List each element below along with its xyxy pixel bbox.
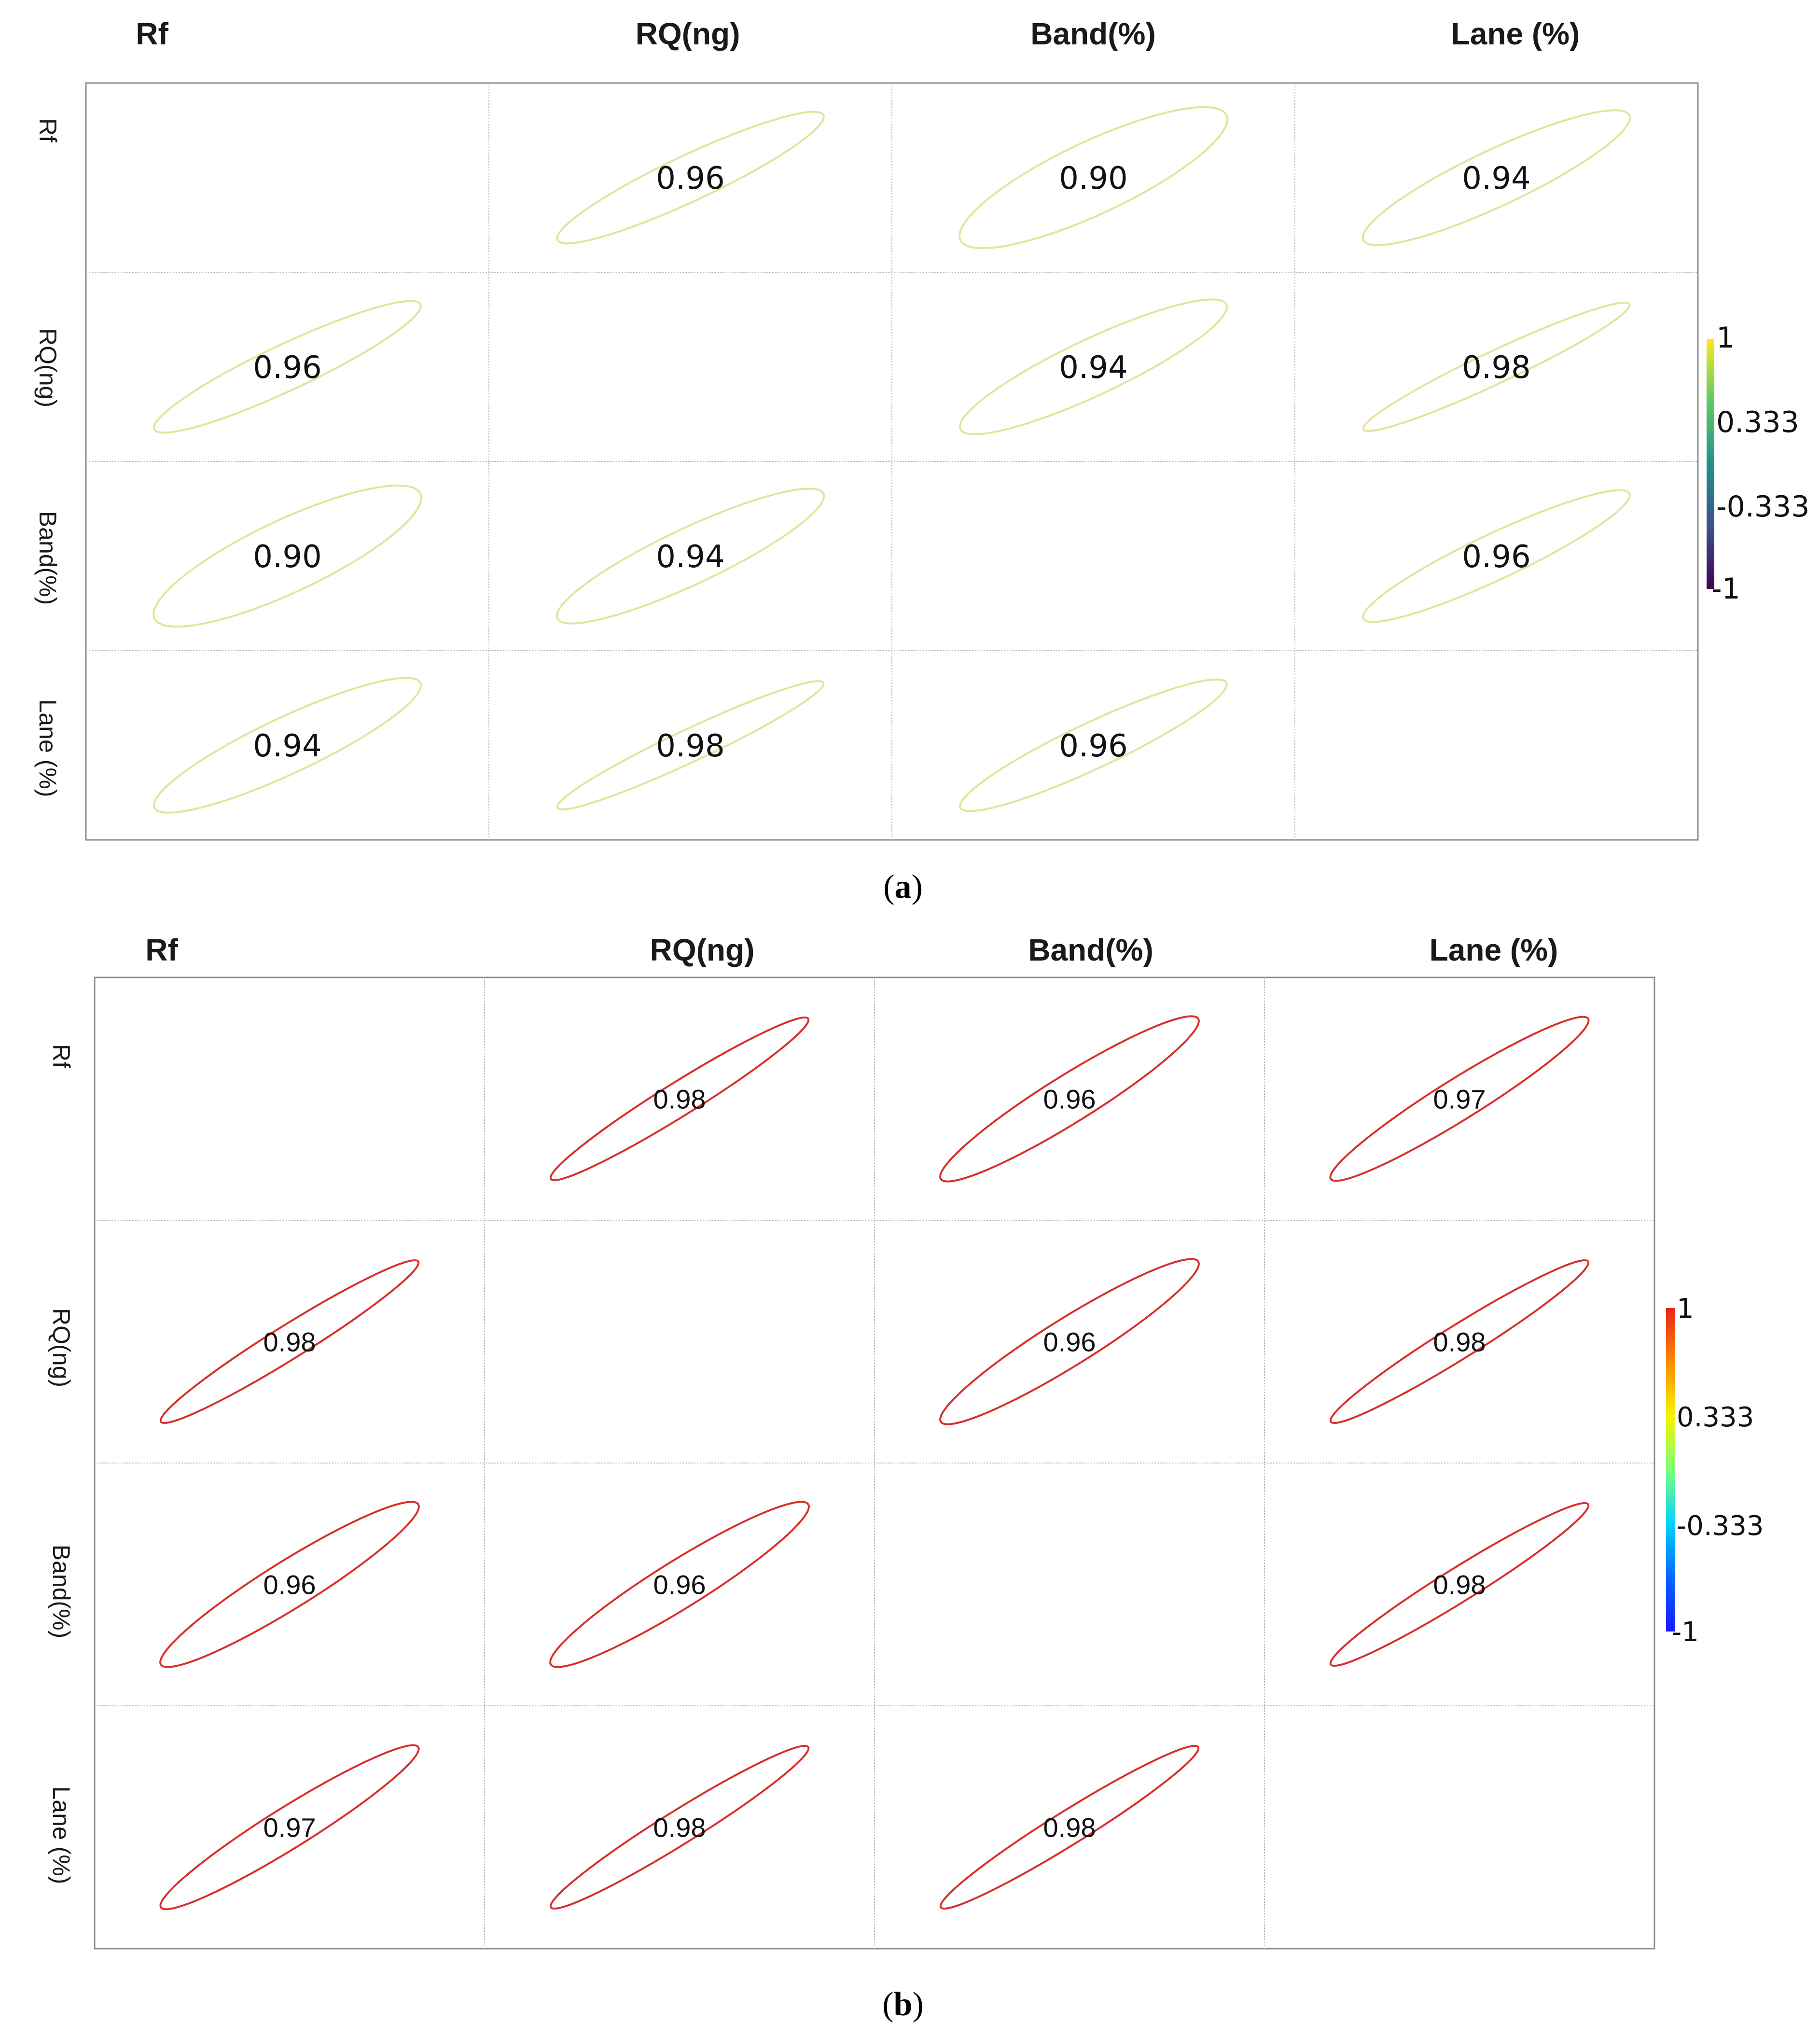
panel-b-ellipse-r0c3 (1329, 1016, 1590, 1182)
panel-a-value-r2c1: 0.94 (656, 539, 725, 575)
panel-a-value-r0c1: 0.96 (656, 161, 725, 196)
panel-b-ellipse-r3c1 (549, 1744, 810, 1910)
panel-b-caption: (b) (882, 1986, 924, 2023)
panel-b-colorbar-tick-neg1: -1 (1672, 1617, 1699, 1648)
panel-b-value-r3c1: 0.98 (653, 1813, 706, 1843)
panel-b-ellipse-r2c0 (159, 1501, 420, 1668)
panel-b-row-label-rq: RQ(ng) (48, 1308, 75, 1387)
panel-a-col-label-rf: Rf (136, 16, 168, 51)
panel-a-col-label-rq: RQ(ng) (636, 16, 740, 51)
panel-b-value-r3c0: 0.97 (264, 1813, 316, 1843)
panel-b-colorbar-gradient (1666, 1308, 1675, 1632)
panel-b-cells: 0.98 0.96 0.97 0.98 0.96 0.98 0.96 0.96 0.98 0.97… (159, 1015, 1590, 1910)
panel-b-row-labels: Rf RQ(ng) Band(%) Lane (%) (48, 1044, 75, 1884)
panel-a-value-r0c2: 0.90 (1059, 161, 1128, 196)
panel-b-ellipse-r3c2 (939, 1744, 1200, 1910)
panel-b-row-label-lane: Lane (%) (48, 1786, 75, 1884)
panel-a-ellipse-r1c3 (1362, 302, 1631, 432)
panel-a-ellipse-r0c1 (556, 111, 825, 245)
panel-b-value-r1c2: 0.96 (1043, 1327, 1096, 1357)
panel-a-ellipse-r1c2 (959, 298, 1228, 435)
panel-a-ellipse-r2c0 (153, 484, 422, 628)
panel-b-value-r2c0: 0.96 (264, 1570, 316, 1600)
panel-b-ellipse-r1c0 (159, 1259, 420, 1424)
panel-a-col-label-lane: Lane (%) (1451, 16, 1580, 51)
panel-b-value-r2c1: 0.96 (653, 1570, 706, 1600)
panel-b-col-label-rq: RQ(ng) (650, 933, 755, 967)
panel-a-colorbar-tick-1: 1 (1716, 321, 1735, 355)
panel-a-ellipse-r0c3 (1362, 109, 1631, 246)
panel-b-row-label-rf: Rf (48, 1044, 75, 1068)
panel-b-row-label-band: Band(%) (48, 1545, 75, 1639)
panel-b-ellipse-r2c3 (1329, 1502, 1590, 1667)
panel-a-value-r1c2: 0.94 (1059, 350, 1128, 386)
panel-b-ellipse-r2c1 (549, 1501, 810, 1668)
panel-a-colorbar-gradient (1707, 339, 1714, 589)
panel-b-value-r1c3: 0.98 (1433, 1327, 1486, 1357)
panel-b-ellipse-r0c1 (549, 1016, 810, 1182)
panel-a-value-r3c2: 0.96 (1059, 728, 1128, 764)
panel-b-value-r0c2: 0.96 (1043, 1084, 1096, 1115)
panel-a-ellipse-r2c1 (556, 488, 825, 625)
panel-b-col-label-lane: Lane (%) (1430, 933, 1558, 967)
panel-b-ellipse-r3c0 (159, 1744, 420, 1910)
panel-a-value-r3c0: 0.94 (253, 728, 322, 764)
panel-b-value-r3c2: 0.98 (1043, 1813, 1096, 1843)
panel-a-colorbar-tick-neg0333: -0.333 (1716, 490, 1809, 524)
panel-a-ellipse-r2c3 (1362, 489, 1631, 623)
panel-a-ellipse-r0c2 (959, 106, 1228, 250)
panel-b-col-label-band: Band(%) (1028, 933, 1153, 967)
panel-a-value-r1c3: 0.98 (1462, 350, 1531, 386)
panel-b-ellipse-r0c2 (939, 1015, 1200, 1183)
panel-a-colorbar-tick-neg1: -1 (1711, 572, 1740, 606)
panel-b-value-r0c3: 0.97 (1433, 1084, 1486, 1115)
panel-b-value-r2c3: 0.98 (1433, 1570, 1486, 1600)
panel-a-value-r1c0: 0.96 (253, 350, 322, 386)
panel-a-value-r0c3: 0.94 (1462, 161, 1531, 196)
panel-a-row-labels: Rf RQ(ng) Band(%) Lane (%) (34, 118, 61, 797)
panel-a-grid (85, 82, 1699, 841)
panel-a-row-label-lane: Lane (%) (34, 699, 61, 797)
panel-a-colorbar: 1 0.333 -0.333 -1 (1707, 321, 1809, 606)
panel-a-ellipse-r3c0 (153, 677, 422, 814)
panel-a-cells: 0.96 0.90 0.94 0.96 0.94 0.98 0.90 0.94 0.96 0.94… (153, 106, 1631, 814)
panel-a-row-label-rf: Rf (34, 118, 61, 142)
panel-a-column-labels: Rf RQ(ng) Band(%) Lane (%) (136, 16, 1580, 51)
panel-b-value-r1c0: 0.98 (264, 1327, 316, 1357)
panel-b-colorbar-tick-neg0333: -0.333 (1677, 1510, 1764, 1542)
panel-a-col-label-band: Band(%) (1030, 16, 1156, 51)
panel-a-value-r2c3: 0.96 (1462, 539, 1531, 575)
panel-b-ellipse-r1c2 (939, 1258, 1200, 1425)
panel-a-value-r2c0: 0.90 (253, 539, 322, 575)
panel-b-colorbar-tick-0333: 0.333 (1677, 1402, 1754, 1433)
panel-a-row-label-band: Band(%) (34, 511, 61, 605)
panel-a-ellipse-r3c2 (959, 678, 1228, 812)
panel-a-colorbar-tick-0333: 0.333 (1716, 405, 1799, 439)
panel-a-row-label-rq: RQ(ng) (34, 328, 61, 407)
panel-b-column-labels: Rf RQ(ng) Band(%) Lane (%) (145, 933, 1558, 967)
panel-b-value-r0c1: 0.98 (653, 1084, 706, 1115)
panel-a-ellipse-r1c0 (153, 300, 422, 434)
panel-b-correlation-matrix: Rf RQ(ng) Band(%) Lane (%) Rf RQ(ng) Ban… (48, 933, 1764, 1950)
panel-b-grid (94, 976, 1655, 1950)
panel-b-colorbar-tick-1: 1 (1677, 1293, 1694, 1325)
panel-b-colorbar: 1 0.333 -0.333 -1 (1666, 1293, 1764, 1648)
panel-b-col-label-rf: Rf (145, 933, 178, 967)
panel-a-ellipse-r3c1 (556, 680, 825, 810)
panel-a-value-r3c1: 0.98 (656, 728, 725, 764)
panel-a-caption: (a) (883, 868, 923, 906)
panel-b-ellipse-r1c3 (1329, 1259, 1590, 1424)
panel-a-correlation-matrix: Rf RQ(ng) Band(%) Lane (%) Rf RQ(ng) Ban… (34, 16, 1809, 841)
